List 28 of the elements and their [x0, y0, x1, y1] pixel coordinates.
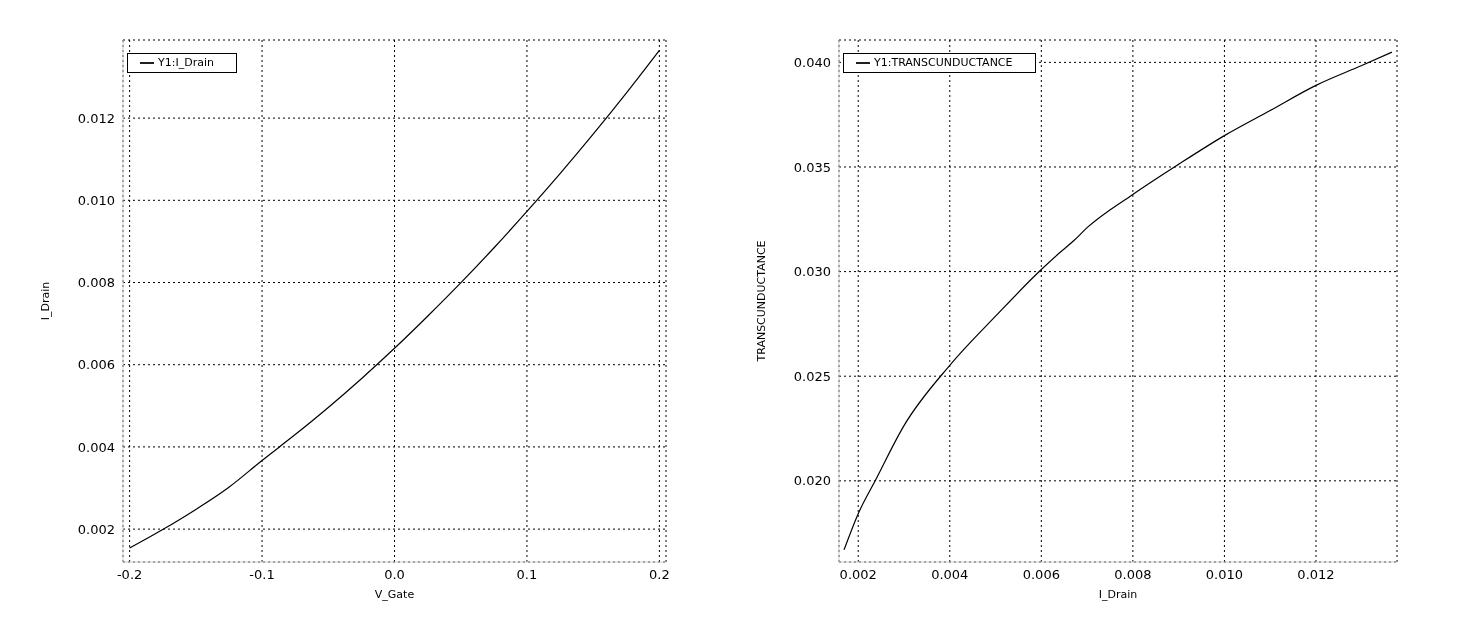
x-tick-label: -0.2: [116, 567, 143, 583]
x-tick-label: 0.1: [516, 567, 538, 583]
y-axis-title: TRANSCUNDUCTANCE: [754, 240, 768, 363]
legend-label: Y1:TRANSCUNDUCTANCE: [874, 56, 1013, 69]
y-tick-label: 0.010: [77, 192, 115, 208]
x-tick-label: 0.004: [931, 567, 969, 583]
y-tick-label: 0.035: [793, 159, 831, 175]
x-axis-title: V_Gate: [374, 588, 415, 601]
y-axis-title: I_Drain: [38, 281, 52, 321]
x-tick-label: -0.1: [249, 567, 275, 583]
y-tick-label: 0.040: [793, 55, 831, 70]
x-tick-label: 0.002: [839, 567, 877, 583]
legend-label: Y1:I_Drain: [158, 56, 214, 69]
x-tick-label: 0.012: [1297, 567, 1335, 583]
y-tick-label: 0.012: [77, 110, 115, 126]
x-tick-label: 0.2: [649, 567, 670, 583]
y-tick-label: 0.020: [793, 473, 831, 489]
y-tick-label: 0.006: [77, 357, 115, 373]
y-tick-label: 0.004: [77, 439, 115, 455]
y-tick-label: 0.008: [77, 275, 115, 291]
x-tick-label: 0.010: [1205, 567, 1244, 583]
x-axis-title: I_Drain: [1098, 588, 1138, 601]
y-tick-label: 0.030: [793, 264, 831, 280]
y-tick-label: 0.025: [793, 368, 831, 384]
x-tick-label: 0.006: [1022, 567, 1060, 583]
y-tick-label: 0.002: [77, 521, 115, 537]
x-tick-label: 0.0: [384, 567, 405, 583]
x-tick-label: 0.008: [1114, 567, 1152, 583]
